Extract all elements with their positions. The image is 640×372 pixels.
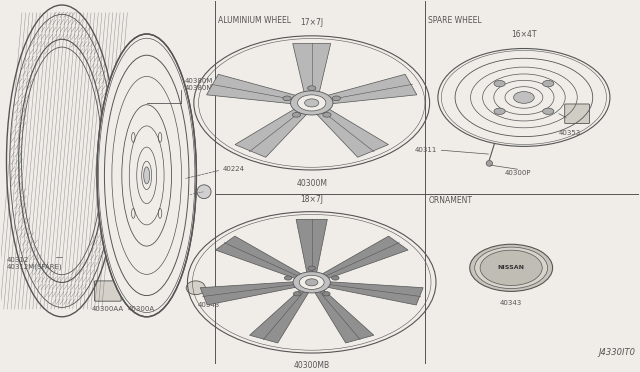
Circle shape — [323, 292, 330, 296]
Ellipse shape — [144, 167, 150, 184]
Polygon shape — [250, 289, 309, 343]
Ellipse shape — [197, 185, 211, 199]
Polygon shape — [296, 219, 327, 274]
Circle shape — [292, 112, 301, 117]
Polygon shape — [200, 282, 298, 305]
Text: 40311: 40311 — [414, 147, 436, 153]
Circle shape — [470, 244, 552, 291]
Text: ORNAMENT: ORNAMENT — [428, 196, 472, 205]
Circle shape — [543, 108, 554, 115]
Text: 40380M
40380MB: 40380M 40380MB — [185, 78, 218, 91]
Text: NISSAN: NISSAN — [498, 265, 525, 270]
Circle shape — [284, 276, 292, 280]
Polygon shape — [216, 236, 303, 279]
Ellipse shape — [486, 160, 493, 166]
Circle shape — [291, 91, 333, 115]
Circle shape — [293, 292, 301, 296]
Circle shape — [513, 92, 534, 103]
Polygon shape — [321, 236, 408, 279]
Circle shape — [543, 80, 554, 87]
Circle shape — [332, 96, 340, 101]
FancyBboxPatch shape — [127, 281, 150, 299]
Text: 40312
40312M(SPARE): 40312 40312M(SPARE) — [6, 257, 62, 270]
Text: SPARE WHEEL: SPARE WHEEL — [428, 16, 482, 25]
Polygon shape — [314, 289, 374, 343]
Text: 40300AA: 40300AA — [92, 306, 124, 312]
Circle shape — [308, 266, 316, 270]
Circle shape — [480, 250, 542, 285]
Polygon shape — [292, 44, 331, 93]
Circle shape — [283, 96, 291, 101]
Text: ALUMINIUM WHEEL: ALUMINIUM WHEEL — [218, 16, 291, 25]
Text: 40353: 40353 — [559, 130, 581, 136]
FancyBboxPatch shape — [564, 104, 589, 124]
Polygon shape — [207, 74, 297, 104]
Text: 40300MB: 40300MB — [294, 361, 330, 370]
FancyBboxPatch shape — [95, 281, 121, 301]
Circle shape — [293, 272, 330, 293]
Ellipse shape — [97, 34, 196, 317]
Circle shape — [494, 108, 505, 115]
Text: J4330IT0: J4330IT0 — [598, 348, 636, 357]
Circle shape — [323, 112, 331, 117]
Polygon shape — [326, 282, 423, 305]
Text: 18×7J: 18×7J — [300, 195, 323, 204]
Circle shape — [298, 95, 326, 111]
Polygon shape — [316, 109, 388, 157]
Text: 40224: 40224 — [223, 166, 245, 172]
Text: 40300P: 40300P — [504, 170, 531, 176]
Text: 40300M: 40300M — [296, 179, 327, 188]
Text: 40343: 40343 — [500, 301, 522, 307]
Text: 17×7J: 17×7J — [300, 18, 323, 27]
Text: 16×4T: 16×4T — [511, 31, 537, 39]
Circle shape — [332, 276, 339, 280]
Polygon shape — [326, 74, 417, 104]
Circle shape — [305, 279, 318, 286]
Ellipse shape — [186, 281, 205, 295]
Circle shape — [475, 247, 548, 289]
Circle shape — [494, 80, 505, 87]
Polygon shape — [235, 109, 307, 157]
Circle shape — [305, 99, 319, 107]
Text: 40343: 40343 — [198, 302, 220, 308]
Circle shape — [308, 86, 316, 90]
Text: 40300A: 40300A — [127, 306, 155, 312]
Circle shape — [300, 275, 324, 289]
